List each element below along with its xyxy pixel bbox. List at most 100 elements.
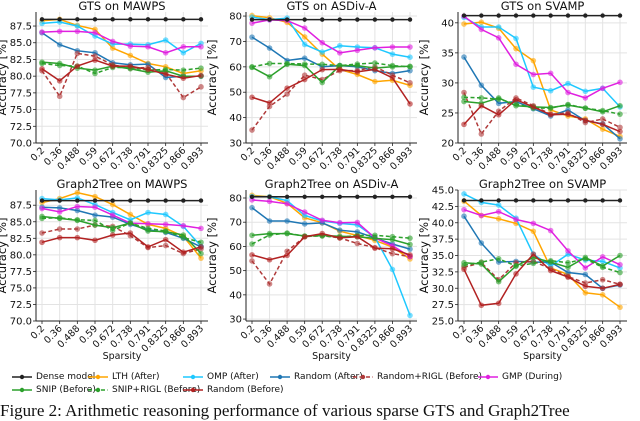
y-tick-label: 70: [229, 37, 242, 48]
series-line: [41, 62, 202, 75]
data-point: [302, 194, 307, 199]
data-point: [496, 13, 501, 18]
series-line: [463, 92, 621, 136]
y-tick-label: 25.0: [432, 317, 454, 328]
series-omp-after: [249, 193, 413, 319]
data-point: [181, 17, 186, 22]
y-tick-label: 72.5: [10, 300, 32, 311]
data-point: [180, 222, 187, 229]
y-tick-label: 80.0: [10, 250, 32, 261]
data-point: [478, 131, 485, 137]
data-point: [407, 246, 413, 252]
data-point: [479, 198, 484, 203]
data-point: [319, 230, 326, 237]
legend-item-gmp-during: GMP (During): [478, 372, 562, 382]
data-point: [407, 235, 413, 241]
data-point: [617, 198, 623, 203]
data-point: [354, 240, 361, 247]
data-point: [582, 95, 589, 101]
data-point: [56, 205, 63, 211]
data-point: [39, 198, 45, 203]
data-point: [583, 13, 588, 18]
data-point: [198, 239, 204, 246]
data-point: [599, 254, 606, 260]
data-point: [92, 222, 98, 228]
data-point: [301, 76, 308, 83]
data-point: [599, 285, 606, 292]
data-point: [372, 17, 378, 22]
legend-label: Random (Before): [207, 385, 284, 395]
data-point: [354, 69, 361, 75]
data-point: [127, 230, 134, 236]
data-point: [249, 17, 255, 22]
data-point: [75, 198, 80, 203]
data-point: [180, 67, 187, 73]
data-point: [355, 17, 360, 22]
data-point: [301, 72, 308, 79]
y-axis-label: Accuracy [%]: [205, 217, 219, 293]
data-point: [530, 84, 537, 90]
series-line: [463, 16, 621, 108]
data-point: [513, 96, 519, 103]
series-dense-model: [461, 198, 623, 203]
series-dense-model: [39, 198, 204, 203]
legend-item-random-rigl-before: Random+RIGL (Before): [353, 372, 482, 382]
series-random-after: [39, 29, 204, 81]
legend: Dense model LTH (After) OMP (After) Random …: [0, 372, 640, 402]
data-point: [372, 60, 378, 66]
data-point: [266, 73, 273, 80]
series-line: [251, 36, 411, 75]
data-point: [372, 66, 378, 73]
data-point: [74, 23, 81, 29]
series-omp-after: [461, 14, 623, 110]
data-point: [249, 204, 255, 211]
data-point: [145, 209, 151, 216]
y-tick-label: 42.5: [432, 202, 454, 213]
data-point: [163, 17, 168, 22]
series-dense-model: [39, 17, 204, 22]
data-point: [478, 95, 485, 101]
data-point: [407, 17, 413, 22]
subplot-graph2tree-on-mawps: 70.072.575.077.580.082.585.087.50.20.360…: [0, 177, 208, 362]
y-tick-label: 60: [229, 62, 242, 73]
data-point: [109, 232, 116, 238]
data-point: [513, 216, 519, 223]
subplot-title: Graph2Tree on ASDiv-A: [265, 177, 399, 191]
legend-item-random-before: Random (Before): [183, 385, 284, 395]
data-point: [495, 202, 502, 208]
data-point: [127, 211, 134, 218]
y-axis-label: Accuracy [%]: [0, 39, 9, 115]
data-point: [513, 271, 519, 277]
data-point: [530, 57, 537, 64]
data-point: [301, 41, 308, 48]
series-random-after: [461, 213, 623, 292]
data-point: [74, 50, 81, 57]
data-point: [495, 111, 502, 118]
data-point: [145, 66, 151, 73]
series-random-rigl-before: [39, 222, 204, 257]
data-point: [389, 246, 396, 252]
series-snip-before: [461, 252, 623, 285]
data-point: [495, 35, 502, 41]
data-point: [337, 194, 342, 199]
data-point: [92, 17, 98, 22]
subplot-graph2tree-on-asdiv-a: 3040506070800.20.360.4880.590.6720.7380.…: [205, 177, 417, 362]
data-point: [92, 53, 98, 59]
data-point: [582, 255, 589, 262]
series-line: [41, 232, 202, 254]
data-point: [162, 37, 169, 43]
data-point: [617, 261, 623, 268]
data-point: [478, 212, 485, 219]
series-line: [41, 191, 202, 259]
data-point: [336, 66, 343, 73]
legend-swatch: [88, 387, 108, 393]
series-lth-after: [461, 19, 623, 140]
data-point: [407, 80, 413, 86]
data-point: [547, 70, 554, 77]
series-line: [463, 21, 621, 138]
data-point: [547, 87, 554, 94]
data-point: [74, 189, 81, 196]
data-point: [547, 111, 554, 118]
data-point: [180, 75, 187, 81]
data-point: [75, 17, 80, 22]
